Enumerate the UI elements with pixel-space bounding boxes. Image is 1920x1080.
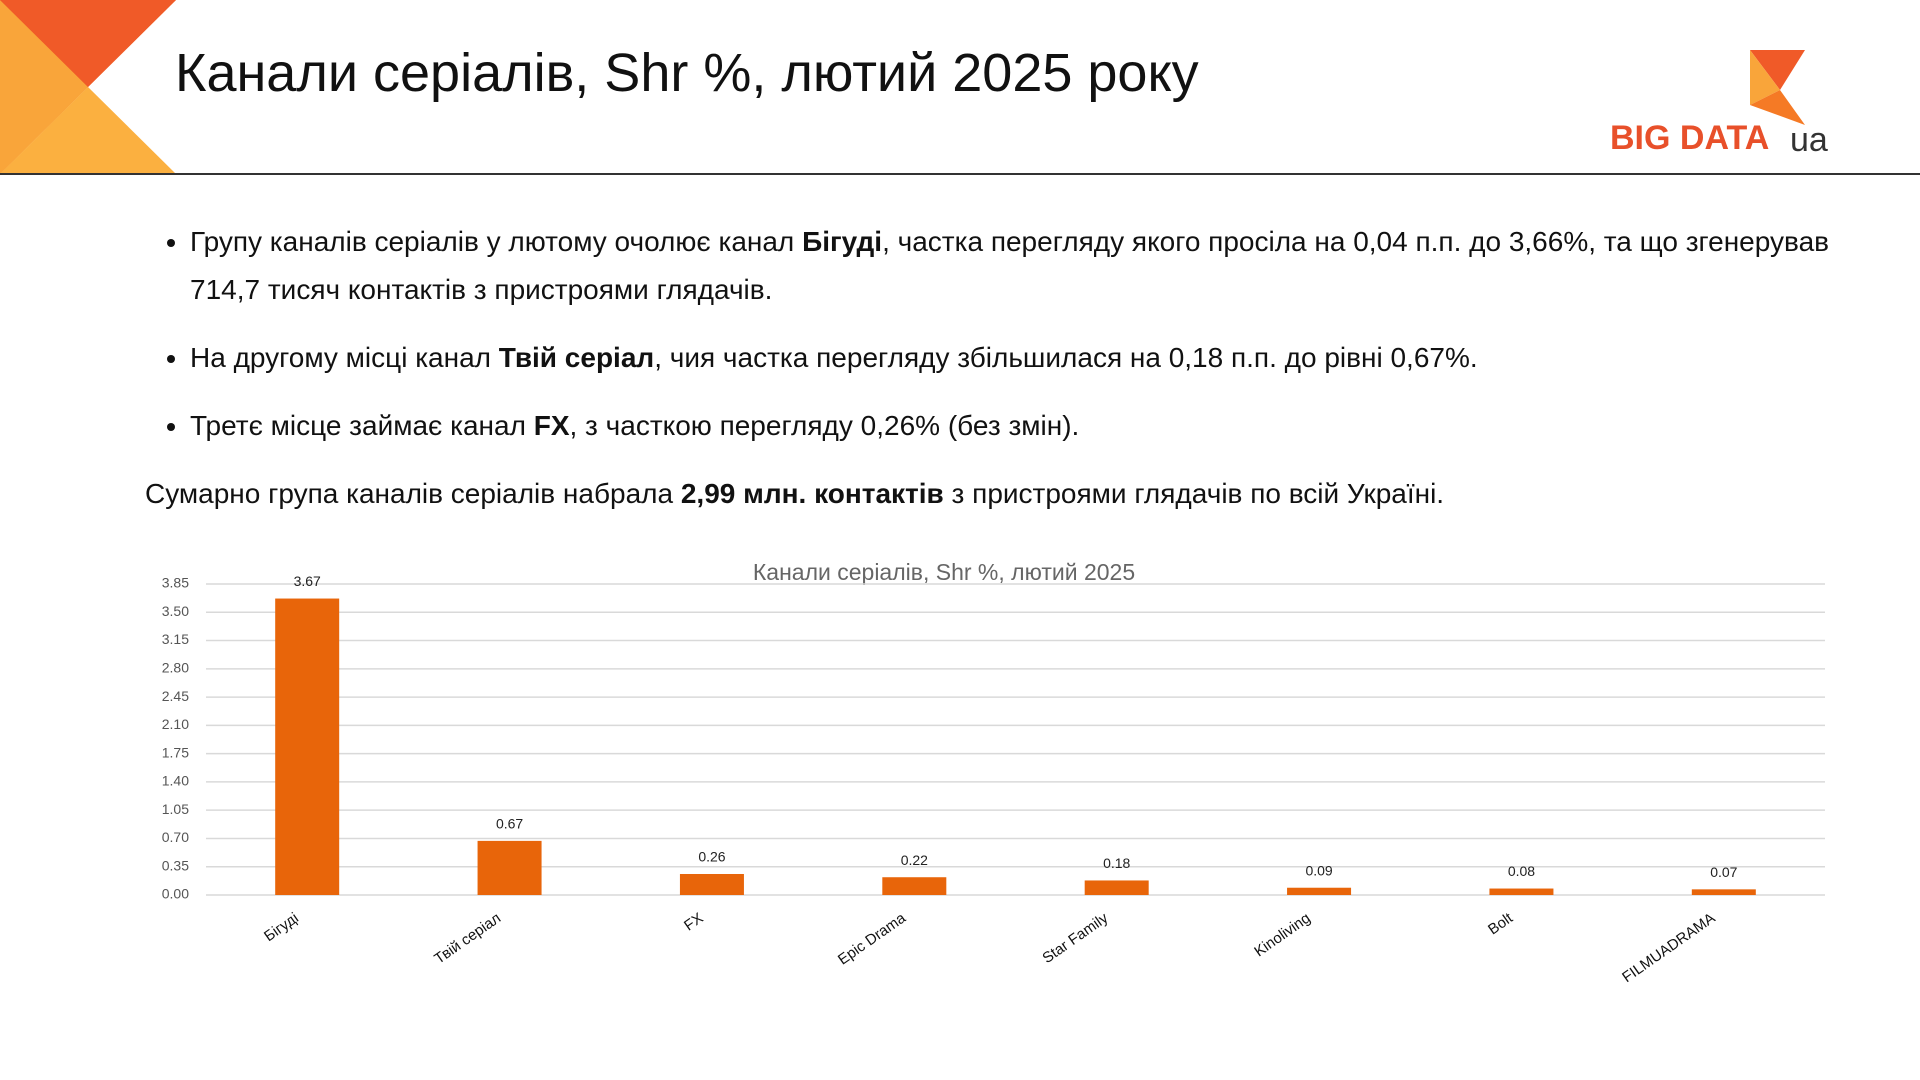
y-tick-label: 1.05: [162, 801, 189, 817]
bullet: На другому місці канал Твій серіал, чия …: [190, 334, 1845, 382]
text-block: Групу каналів серіалів у лютому очолює к…: [145, 218, 1845, 518]
data-label: 0.67: [496, 816, 523, 832]
text-run: , з часткою перегляду 0,26% (без змін).: [569, 410, 1080, 441]
bullet: Третє місце займає канал FX, з часткою п…: [190, 402, 1845, 450]
x-tick-label: Твій серіал: [431, 910, 504, 968]
logo-name: BIG DATA: [1610, 119, 1769, 157]
y-tick-label: 2.45: [162, 688, 189, 704]
data-label: 3.67: [294, 573, 321, 589]
text-run: Сумарно група каналів серіалів набрала: [145, 478, 681, 509]
text-run: з пристроями глядачів по всій Україні.: [943, 478, 1445, 509]
summary: Сумарно група каналів серіалів набрала 2…: [145, 470, 1845, 518]
x-tick-label: Bolt: [1485, 909, 1517, 938]
data-label: 0.07: [1710, 864, 1737, 880]
data-label: 0.26: [698, 849, 725, 865]
y-tick-label: 1.40: [162, 773, 189, 789]
bullet-list: Групу каналів серіалів у лютому очолює к…: [145, 218, 1845, 450]
y-tick-label: 1.75: [162, 744, 189, 760]
text-run: Третє місце займає канал: [190, 410, 534, 441]
bar: [882, 877, 947, 895]
data-label: 0.18: [1103, 855, 1130, 871]
corner-decoration: [0, 0, 176, 174]
bar: [1287, 887, 1352, 895]
text-run-bold: Твій серіал: [498, 342, 655, 373]
y-tick-label: 2.80: [162, 660, 189, 676]
y-tick-label: 0.35: [162, 857, 189, 873]
text-run: Групу каналів серіалів у лютому очолює к…: [190, 226, 803, 257]
text-run-bold: FX: [533, 410, 570, 441]
x-tick-label: Бігуді: [261, 910, 302, 946]
slide-title: Канали серіалів, Shr %, лютий 2025 року: [175, 43, 1199, 103]
x-tick-label: Star Family: [1039, 909, 1111, 967]
y-tick-label: 3.15: [162, 631, 189, 647]
data-label: 0.08: [1508, 863, 1535, 879]
x-tick-label: Kinoliving: [1251, 910, 1313, 961]
y-tick-label: 3.85: [162, 575, 189, 591]
x-tick-label: FILMUADRAMA: [1619, 910, 1718, 987]
y-tick-label: 3.50: [162, 603, 189, 619]
logo-suffix: ua: [1790, 121, 1828, 159]
bar: [275, 598, 340, 895]
text-run: На другому місці канал: [190, 342, 499, 373]
text-run-bold: Бігуді: [802, 226, 883, 257]
text-run: , частка перегляду якого просіла на 0,04…: [190, 226, 1830, 305]
logo: BIG DATA ua: [1610, 50, 1828, 159]
header-rule: [0, 173, 1920, 175]
bar: [1084, 880, 1149, 895]
text-run-bold: 2,99 млн. контактів: [680, 478, 944, 509]
chart-title: Канали серіалів, Shr %, лютий 2025: [753, 559, 1135, 585]
y-tick-label: 2.10: [162, 716, 189, 732]
y-tick-label: 0.70: [162, 829, 189, 845]
bar: [477, 840, 542, 895]
x-tick-label: FX: [681, 910, 706, 935]
bar: [679, 873, 744, 895]
x-tick-label: Epic Drama: [835, 909, 909, 968]
bar: [1489, 888, 1554, 895]
data-label: 0.22: [901, 852, 928, 868]
chart: Канали серіалів, Shr %, лютий 2025 0.00 0…: [162, 559, 1825, 987]
bar: [1691, 889, 1756, 895]
data-label: 0.09: [1305, 862, 1332, 878]
y-tick-label: 0.00: [162, 886, 189, 902]
text-run: , чия частка перегляду збільшилася на 0,…: [654, 342, 1478, 373]
bullet: Групу каналів серіалів у лютому очолює к…: [190, 218, 1845, 314]
